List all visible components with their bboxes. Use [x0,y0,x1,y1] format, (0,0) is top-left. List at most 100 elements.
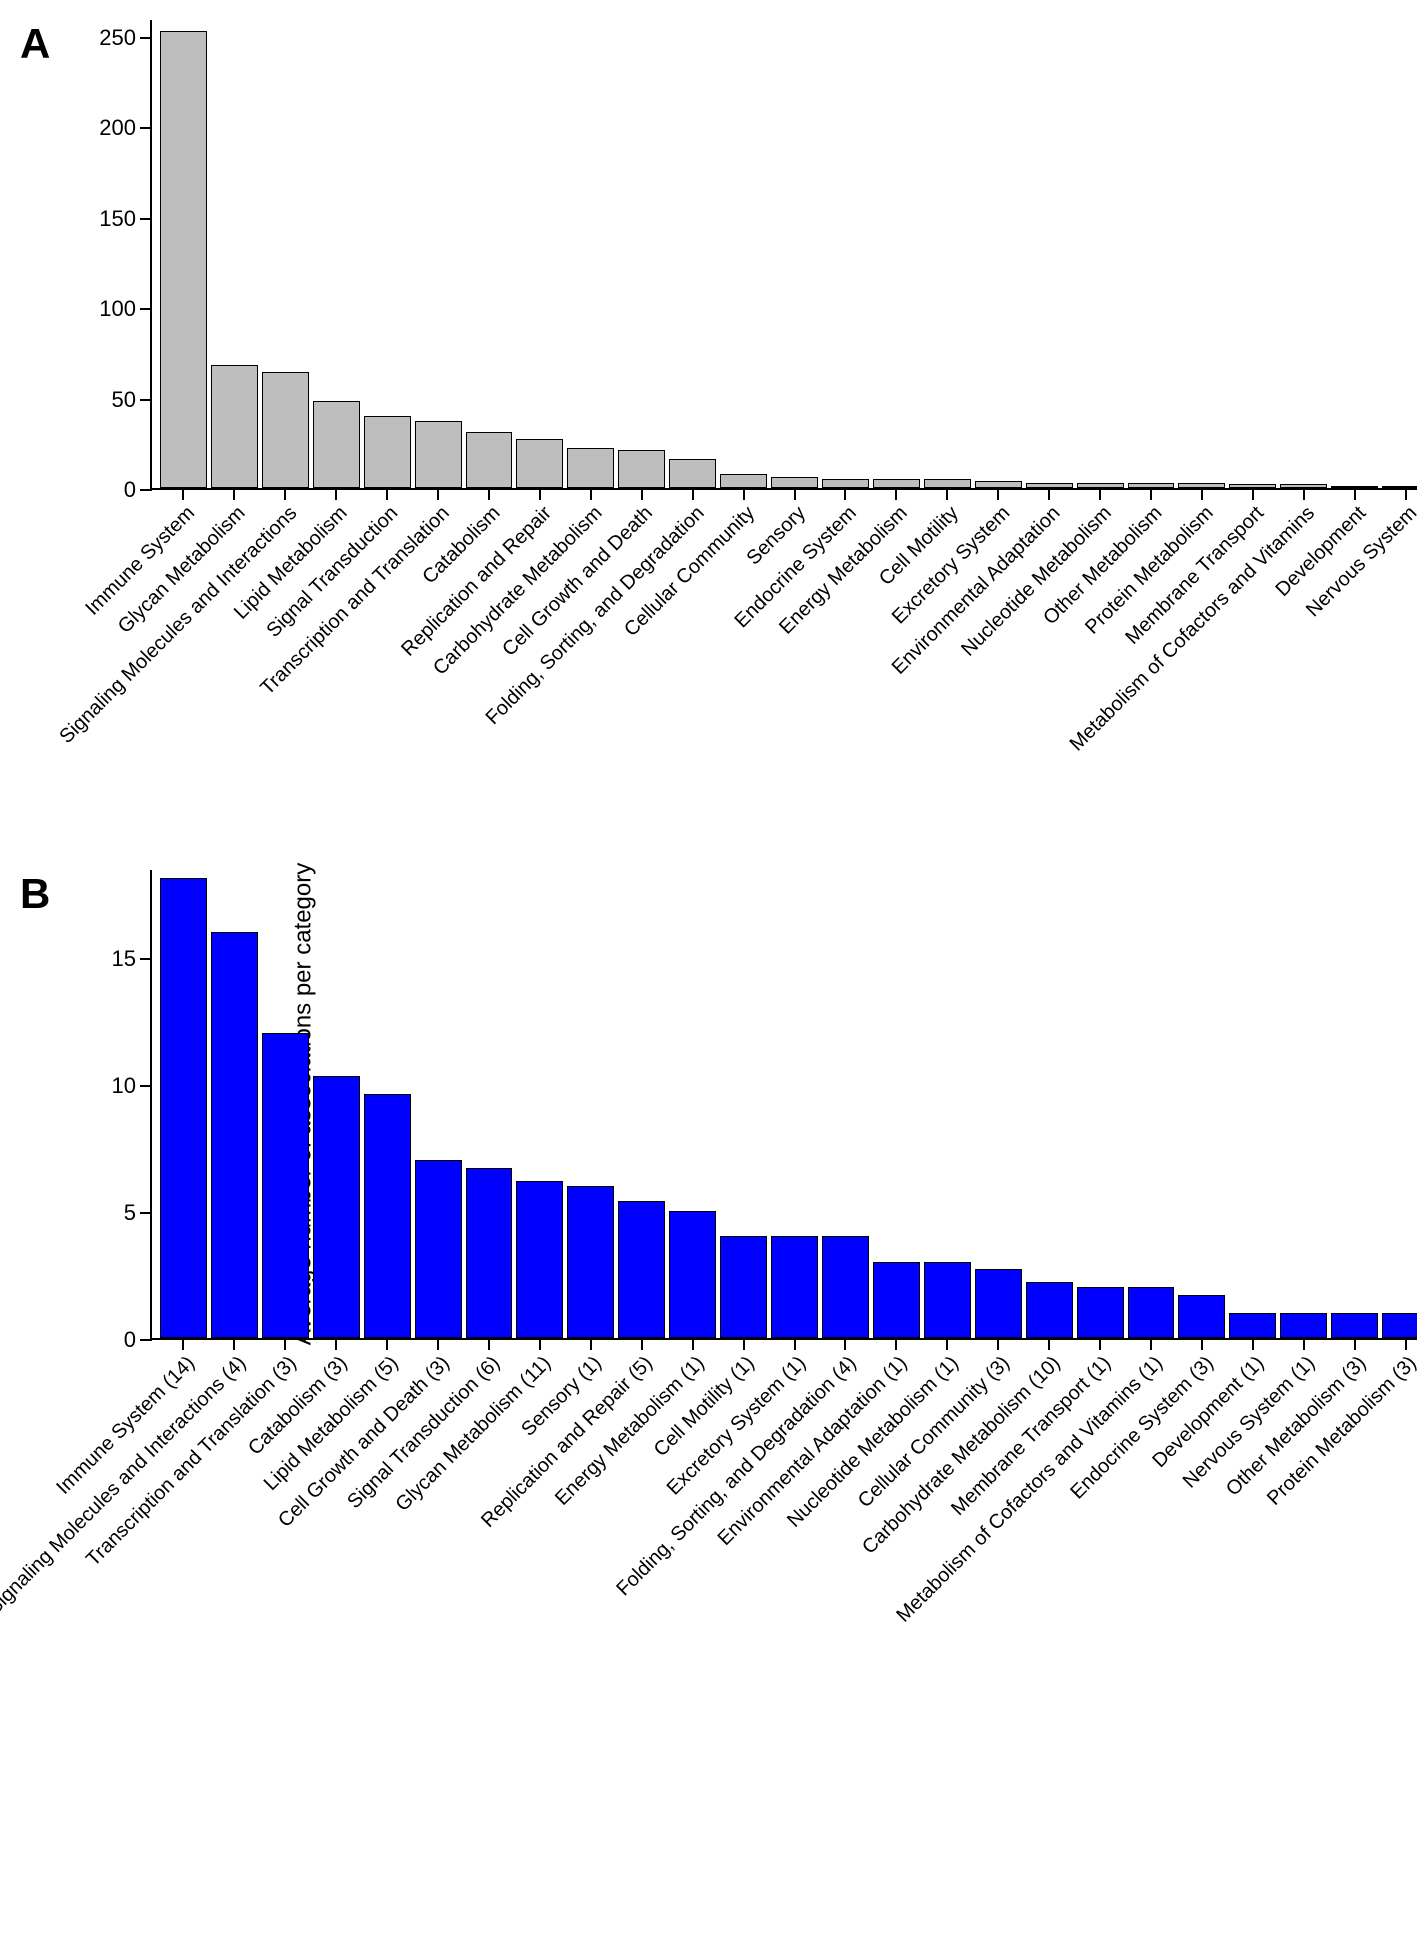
ytick-label: 0 [124,477,136,503]
bar: Other Metabolism (3) [1331,1313,1378,1338]
bar: Nervous System [1382,486,1417,488]
ytick-label: 50 [112,387,136,413]
bar: Signaling Molecules and Interactions [262,372,309,488]
bar-rect [516,439,563,488]
bar-rect [466,432,513,488]
ytick [140,37,152,39]
xtick [1201,1338,1203,1350]
bar-rect [415,421,462,488]
xtick [1303,1338,1305,1350]
xtick [488,1338,490,1350]
bar-rect [516,1181,563,1339]
xtick [386,1338,388,1350]
bar: Folding, Sorting, and Degradation [669,459,716,488]
xtick [1150,488,1152,500]
xtick [1099,1338,1101,1350]
bar: Nucleotide Metabolism [1077,483,1124,488]
bar: Cell Motility [924,479,971,488]
bar: Replication and Repair (5) [618,1201,665,1338]
xtick [743,1338,745,1350]
bar-rect [364,1094,411,1338]
chart-a-bars: Immune SystemGlycan MetabolismSignaling … [152,20,1417,488]
xtick [641,1338,643,1350]
bar-rect [1382,1313,1417,1338]
bar-rect [211,365,258,488]
xtick [1405,1338,1407,1350]
bar-rect [466,1168,513,1338]
bar: Environmental Adaptation (1) [873,1262,920,1338]
xtick [590,1338,592,1350]
bar-rect [262,1033,309,1338]
xtick [794,1338,796,1350]
bar: Replication and Repair [516,439,563,488]
panel-b: B Average number of associations per cat… [20,870,1417,1700]
chart-b-plot: Average number of associations per categ… [150,870,1417,1340]
bar-rect [262,372,309,488]
xtick [182,1338,184,1350]
bar-rect [1128,1287,1175,1338]
ytick [140,1339,152,1341]
chart-b-wrap: Average number of associations per categ… [150,870,1417,1700]
bar-rect [975,481,1022,488]
xtick [437,488,439,500]
bar: Energy Metabolism (1) [669,1211,716,1338]
bar: Cellular Community (3) [975,1269,1022,1338]
bar: Signal Transduction (6) [466,1168,513,1338]
xtick [1201,488,1203,500]
bar-rect [720,474,767,488]
bar: Signaling Molecules and Interactions (4) [211,932,258,1338]
bar: Metabolism of Cofactors and Vitamins [1280,484,1327,488]
ytick [140,489,152,491]
bar-rect [720,1236,767,1338]
bar-rect [618,1201,665,1338]
bar: Glycan Metabolism (11) [516,1181,563,1339]
bar: Cell Motility (1) [720,1236,767,1338]
xtick [997,1338,999,1350]
bar-rect [1026,1282,1073,1338]
bar: Excretory System (1) [771,1236,818,1338]
bar: Protein Metabolism (3) [1382,1313,1417,1338]
bar-rect [160,31,207,488]
bar: Other Metabolism [1128,483,1175,488]
xtick [233,488,235,500]
chart-b-bars: Immune System (14)Signaling Molecules an… [152,870,1417,1338]
ytick-label: 250 [99,25,136,51]
xtick [590,488,592,500]
bar-rect [364,416,411,488]
bar: Energy Metabolism [873,479,920,488]
ytick [140,1085,152,1087]
ytick-label: 150 [99,206,136,232]
ytick [140,218,152,220]
ytick [140,127,152,129]
bar: Lipid Metabolism (5) [364,1094,411,1338]
bar: Membrane Transport (1) [1077,1287,1124,1338]
ytick [140,399,152,401]
bar: Endocrine System (3) [1178,1295,1225,1338]
bar: Catabolism (3) [313,1076,360,1338]
xtick [1252,488,1254,500]
bar: Sensory (1) [567,1186,614,1338]
ytick-label: 100 [99,296,136,322]
bar: Excretory System [975,481,1022,488]
xtick [1099,488,1101,500]
xtick [335,488,337,500]
bar-rect [1077,1287,1124,1338]
xtick [1354,1338,1356,1350]
figure: A Number of associations Immune SystemGl… [20,20,1417,1700]
ytick-label: 0 [124,1327,136,1353]
xtick [895,1338,897,1350]
bar-rect [975,1269,1022,1338]
xtick [284,488,286,500]
xtick [743,488,745,500]
bar-rect [822,479,869,488]
bar-rect [567,1186,614,1338]
bar-rect [567,448,614,488]
bar-rect [669,1211,716,1338]
ytick-label: 5 [124,1200,136,1226]
xtick [692,488,694,500]
xtick [1252,1338,1254,1350]
bar-rect [1280,1313,1327,1338]
xtick [488,488,490,500]
xtick [946,1338,948,1350]
panel-a: A Number of associations Immune SystemGl… [20,20,1417,810]
